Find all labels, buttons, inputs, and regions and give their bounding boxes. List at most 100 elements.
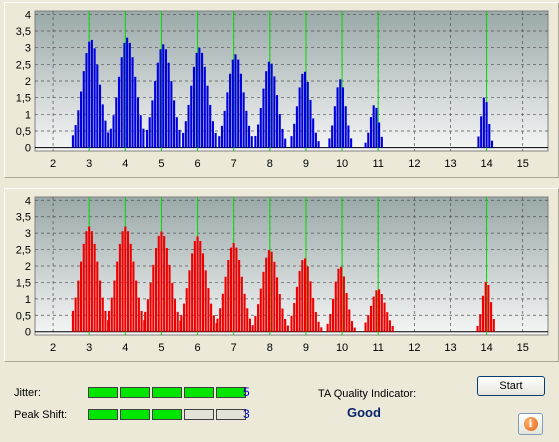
histogram-bar [477,136,480,148]
histogram-bar [298,87,301,148]
histogram-bar [93,48,96,148]
histogram-bar [262,88,265,148]
histogram-bar [375,107,378,148]
histogram-bar [235,247,238,332]
histogram-bar [154,248,158,332]
histogram-bar [290,315,293,332]
histogram-bar [123,42,126,148]
histogram-bar [353,327,356,332]
histogram-bar [227,259,230,332]
histogram-bar [237,59,240,148]
histogram-bar [160,231,163,332]
histogram-bar [295,106,298,148]
histogram-bar [295,286,298,332]
histogram-bar [229,247,233,332]
ta-quality-value: Good [347,405,381,420]
histogram-bar [142,128,145,148]
histogram-bar [146,299,149,332]
x-tick-label: 4 [122,158,128,170]
histogram-bar [488,124,491,148]
histogram-bar [120,57,123,148]
histogram-bar [162,44,165,148]
histogram-bar [88,226,91,332]
histogram-bar [273,76,276,148]
histogram-bar [74,297,77,332]
histogram-bar [184,121,187,148]
bottom-histogram-chart: 0 0,5 1 1,5 2 2,5 3 3,5 4 2 3 4 5 6 7 8 9 10 11 12 13 14 15 [16,195,549,354]
histogram-bar [243,293,246,332]
histogram-bar [480,116,483,148]
histogram-bar [154,81,157,148]
histogram-bar [201,52,204,148]
histogram-bar [207,288,210,332]
histogram-bar [251,325,254,332]
histogram-bar [118,243,121,332]
y-tick-label: 0,5 [16,310,31,322]
histogram-bar [171,282,174,332]
histogram-bar [195,52,198,148]
histogram-bar [238,259,241,332]
y-tick-label: 4 [25,9,31,21]
x-tick-label: 12 [408,158,420,170]
histogram-bar [224,276,227,332]
histogram-bar [223,110,226,148]
histogram-bar [372,105,375,148]
histogram-bar [350,138,353,148]
start-button-label: Start [499,380,523,392]
histogram-bar [107,132,110,148]
x-tick-label: 10 [336,158,348,170]
x-tick-label: 11 [372,158,383,170]
histogram-bar [326,323,329,332]
jitter-meter-segment [216,387,246,398]
y-tick-label: 1 [25,294,31,306]
histogram-bar [192,66,196,148]
histogram-bar [293,123,296,148]
histogram-bar [98,280,102,332]
histogram-bar [273,261,276,332]
histogram-bar [163,235,166,332]
histogram-bar [348,309,351,332]
histogram-bar [290,136,293,148]
histogram-bar [198,47,201,148]
histogram-bar [337,268,340,332]
histogram-bar [275,95,279,148]
plot-area [34,10,549,152]
histogram-bar [367,132,370,148]
histogram-bar [144,311,147,332]
histogram-bar [104,120,107,148]
histogram-bar [121,231,124,332]
histogram-bar [77,110,80,148]
histogram-bar [369,305,373,332]
histogram-bar [220,125,224,148]
histogram-bar [168,264,171,332]
histogram-bar [182,132,185,148]
histogram-bar [331,125,334,148]
peak-shift-meter-segment [184,409,214,420]
histogram-bar [278,113,281,148]
y-tick-label: 3,5 [16,26,31,38]
histogram-bar [216,318,219,332]
histogram-bar [378,122,381,148]
histogram-bar [116,261,119,332]
histogram-bar [109,128,112,148]
histogram-bar [232,243,235,332]
histogram-bar [218,136,221,148]
histogram-bar [211,121,214,148]
histogram-bar [156,62,159,148]
histogram-bar [101,297,104,332]
histogram-bar [492,319,495,332]
histogram-bar [278,294,281,332]
histogram-bar [345,293,348,332]
histogram-bar [148,117,151,148]
start-button[interactable]: Start [477,376,545,396]
histogram-bar [190,85,193,148]
histogram-bar [164,49,168,148]
histogram-bar [336,87,339,148]
histogram-bar [126,37,129,148]
histogram-bar [214,132,217,148]
histogram-bar [301,73,304,148]
x-tick-label: 15 [517,158,529,170]
histogram-bar [93,243,96,332]
info-button[interactable]: i [518,413,543,435]
histogram-bar [206,85,209,148]
